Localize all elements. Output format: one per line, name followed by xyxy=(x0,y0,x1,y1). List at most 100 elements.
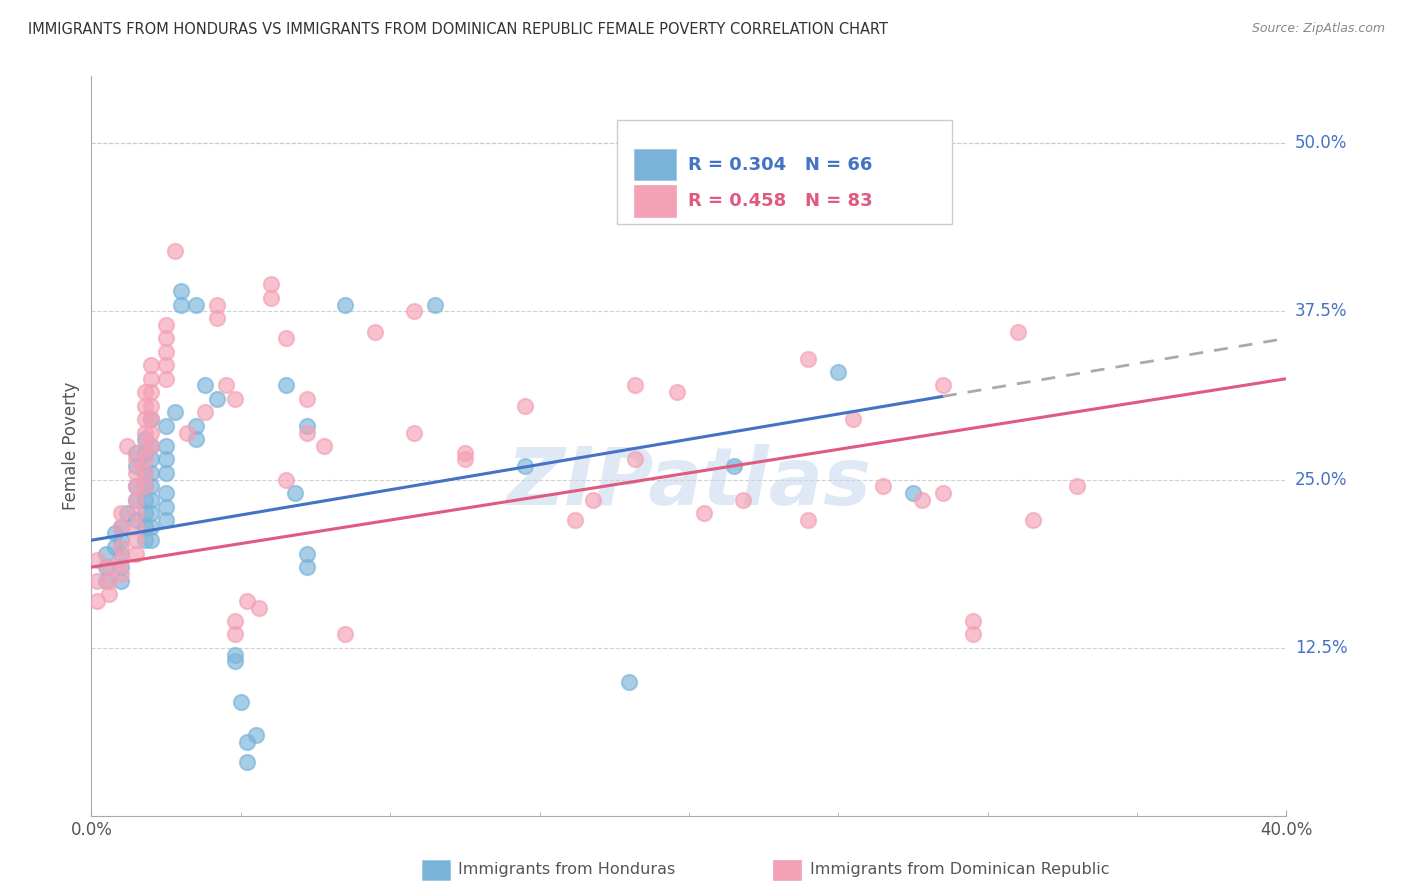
Point xyxy=(155,439,177,453)
Point xyxy=(141,412,163,426)
Point xyxy=(110,547,132,561)
Text: R = 0.458   N = 83: R = 0.458 N = 83 xyxy=(688,192,872,211)
Point xyxy=(155,418,177,433)
Point xyxy=(235,756,259,770)
Point xyxy=(842,412,865,426)
Point xyxy=(155,466,177,480)
Point xyxy=(911,492,934,507)
Point xyxy=(141,399,163,413)
Point xyxy=(96,560,118,574)
Point xyxy=(134,425,156,440)
Point xyxy=(134,452,156,467)
Point xyxy=(513,399,536,413)
Point xyxy=(141,439,163,453)
Point xyxy=(86,574,108,588)
Text: ZIPatlas: ZIPatlas xyxy=(506,444,872,522)
Text: 12.5%: 12.5% xyxy=(1295,639,1347,657)
Point xyxy=(96,574,118,588)
Point xyxy=(98,560,121,574)
Point xyxy=(125,446,148,460)
Point xyxy=(295,425,318,440)
Point xyxy=(184,432,207,446)
Point xyxy=(723,459,745,474)
Point xyxy=(454,446,477,460)
Text: Source: ZipAtlas.com: Source: ZipAtlas.com xyxy=(1251,22,1385,36)
Point xyxy=(295,418,318,433)
Point xyxy=(1021,513,1043,527)
Point xyxy=(335,627,357,641)
Point xyxy=(141,506,163,520)
Point xyxy=(110,566,132,581)
Point xyxy=(295,560,318,574)
Point xyxy=(134,399,156,413)
Point xyxy=(184,418,207,433)
Point xyxy=(901,486,924,500)
Point xyxy=(962,614,984,628)
Point xyxy=(194,405,217,419)
Point xyxy=(155,500,177,514)
Point xyxy=(115,506,138,520)
Text: Immigrants from Dominican Republic: Immigrants from Dominican Republic xyxy=(810,863,1109,877)
Point xyxy=(1066,479,1088,493)
Text: 25.0%: 25.0% xyxy=(1295,471,1347,489)
Point xyxy=(797,513,820,527)
Point xyxy=(170,298,193,312)
Point xyxy=(125,533,148,548)
Text: Immigrants from Honduras: Immigrants from Honduras xyxy=(458,863,676,877)
Point xyxy=(731,492,754,507)
Point xyxy=(125,492,148,507)
Point xyxy=(104,526,127,541)
Point xyxy=(513,459,536,474)
Point xyxy=(125,492,148,507)
Point xyxy=(314,439,336,453)
Point xyxy=(125,506,148,520)
Point xyxy=(141,452,163,467)
Point xyxy=(247,600,270,615)
Point xyxy=(125,520,148,534)
Point xyxy=(98,587,121,601)
Point xyxy=(274,378,297,392)
Point xyxy=(284,486,307,500)
Point xyxy=(141,385,163,400)
Point xyxy=(205,298,228,312)
Point xyxy=(215,378,238,392)
Point xyxy=(274,473,297,487)
Point xyxy=(155,372,177,386)
Point xyxy=(141,520,163,534)
Point xyxy=(110,553,132,567)
Point xyxy=(259,291,281,305)
Point xyxy=(134,533,156,548)
Point xyxy=(693,506,716,520)
Point xyxy=(205,311,228,326)
Point xyxy=(155,344,177,359)
Point xyxy=(295,547,318,561)
Point xyxy=(125,479,148,493)
Point xyxy=(454,452,477,467)
Point xyxy=(134,412,156,426)
Point xyxy=(134,432,156,446)
Point xyxy=(224,648,246,662)
Point xyxy=(335,298,357,312)
Point xyxy=(110,533,132,548)
Point xyxy=(797,351,820,366)
Text: IMMIGRANTS FROM HONDURAS VS IMMIGRANTS FROM DOMINICAN REPUBLIC FEMALE POVERTY CO: IMMIGRANTS FROM HONDURAS VS IMMIGRANTS F… xyxy=(28,22,889,37)
Point xyxy=(134,466,156,480)
Point xyxy=(141,492,163,507)
Point xyxy=(134,446,156,460)
Point xyxy=(125,459,148,474)
Text: R = 0.304   N = 66: R = 0.304 N = 66 xyxy=(688,156,872,174)
Point xyxy=(125,547,148,561)
Point xyxy=(110,560,132,574)
Point xyxy=(582,492,605,507)
Point xyxy=(224,392,246,406)
Point xyxy=(141,479,163,493)
Point xyxy=(423,298,446,312)
Point xyxy=(86,594,108,608)
Point xyxy=(134,520,156,534)
Point xyxy=(170,284,193,298)
Point xyxy=(932,486,955,500)
Point xyxy=(624,452,647,467)
Point xyxy=(194,378,217,392)
Point xyxy=(224,614,246,628)
Point xyxy=(564,513,586,527)
